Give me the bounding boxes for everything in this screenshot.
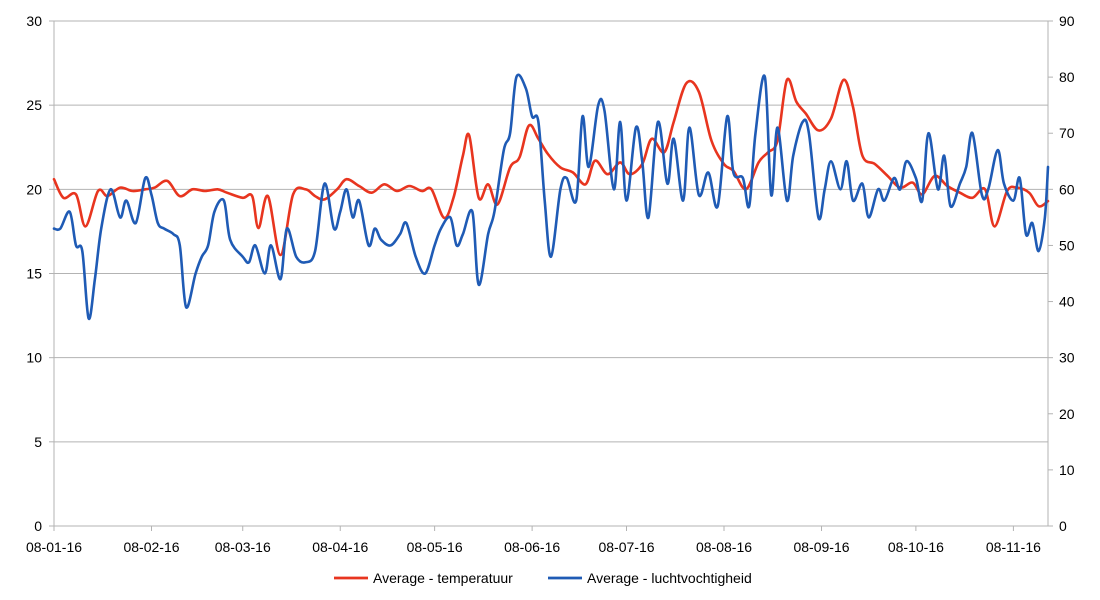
right-axis-tick-labels: 0 10 20 30 40 50 60 70 80 90: [1048, 13, 1075, 534]
x-tick-label: 08-08-16: [696, 539, 752, 555]
y-tick-label: 5: [34, 434, 42, 450]
legend: Average - temperatuur Average - luchtvoch…: [334, 570, 752, 586]
y-tick-label: 30: [26, 13, 42, 29]
series-line-luchtvochtigheid: [52, 73, 1050, 320]
y2-tick-label: 40: [1059, 294, 1075, 310]
y-tick-label: 25: [26, 97, 42, 113]
y-tick-label: 15: [26, 266, 42, 282]
x-tick-label: 08-10-16: [888, 539, 944, 555]
y-tick-label: 0: [34, 518, 42, 534]
x-axis-tick-labels: 08-01-16 08-02-16 08-03-16 08-04-16 08-05-16…: [26, 526, 1041, 555]
y-tick-label: 10: [26, 350, 42, 366]
legend-label: Average - temperatuur: [373, 570, 513, 586]
series-line-temperatuur: [52, 77, 1050, 257]
x-tick-label: 08-04-16: [312, 539, 368, 555]
x-tick-label: 08-02-16: [123, 539, 179, 555]
y2-tick-label: 0: [1059, 518, 1067, 534]
y2-tick-label: 30: [1059, 350, 1075, 366]
left-axis-tick-labels: 0 5 10 15 20 25 30: [26, 13, 54, 534]
x-tick-label: 08-09-16: [793, 539, 849, 555]
x-tick-label: 08-06-16: [504, 539, 560, 555]
y2-tick-label: 50: [1059, 237, 1075, 253]
y2-tick-label: 90: [1059, 13, 1075, 29]
y2-tick-label: 70: [1059, 125, 1075, 141]
y2-tick-label: 80: [1059, 69, 1075, 85]
horizontal-gridlines: [53, 20, 1049, 527]
y2-tick-label: 10: [1059, 462, 1075, 478]
x-tick-label: 08-11-16: [986, 539, 1041, 555]
y-tick-label: 20: [26, 181, 42, 197]
y2-tick-label: 60: [1059, 181, 1075, 197]
series-lines: [52, 73, 1050, 320]
x-tick-label: 08-07-16: [598, 539, 654, 555]
y2-tick-label: 20: [1059, 406, 1075, 422]
x-tick-label: 08-05-16: [407, 539, 463, 555]
x-tick-label: 08-01-16: [26, 539, 82, 555]
legend-label: Average - luchtvochtigheid: [587, 570, 752, 586]
x-tick-label: 08-03-16: [215, 539, 271, 555]
